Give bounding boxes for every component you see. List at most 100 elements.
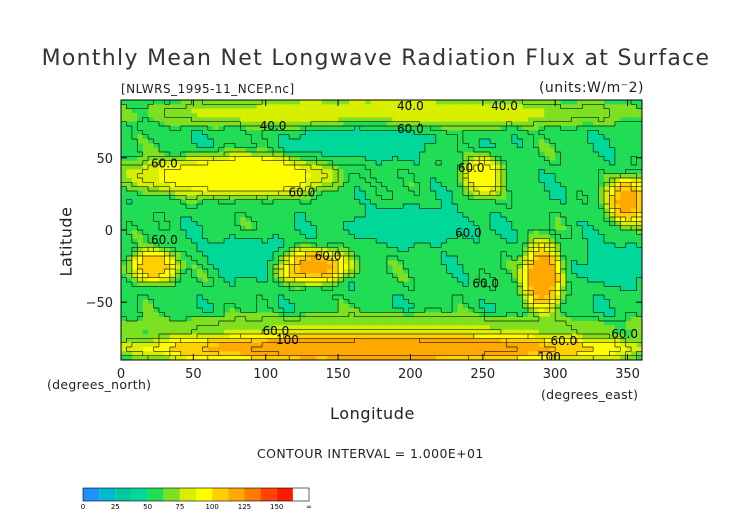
heatmap-cell xyxy=(484,251,491,257)
heatmap-cell xyxy=(457,147,464,153)
heatmap-cell xyxy=(636,277,642,283)
heatmap-cell xyxy=(310,286,317,292)
heatmap-cell xyxy=(376,290,383,296)
heatmap-cell xyxy=(256,156,263,162)
heatmap-cell xyxy=(419,303,426,309)
heatmap-cell xyxy=(495,156,502,162)
heatmap-cell xyxy=(348,169,355,175)
heatmap-cell xyxy=(506,160,513,166)
heatmap-cell xyxy=(278,269,285,274)
heatmap-cell xyxy=(359,312,366,318)
heatmap-cell xyxy=(278,247,285,253)
heatmap-cell xyxy=(316,286,323,292)
heatmap-cell xyxy=(593,178,600,183)
heatmap-cell xyxy=(479,156,486,162)
heatmap-cell xyxy=(262,243,269,248)
heatmap-cell xyxy=(121,212,128,218)
heatmap-cell xyxy=(625,221,632,227)
heatmap-cell xyxy=(343,225,350,231)
heatmap-cell xyxy=(435,212,442,218)
heatmap-cell xyxy=(533,256,540,261)
heatmap-cell xyxy=(462,316,469,322)
heatmap-cell xyxy=(321,295,328,300)
heatmap-cell xyxy=(180,277,187,283)
heatmap-cell xyxy=(392,169,399,175)
heatmap-cell xyxy=(224,286,231,292)
heatmap-cell xyxy=(131,321,138,326)
heatmap-cell xyxy=(533,191,540,196)
heatmap-cell xyxy=(207,225,214,231)
heatmap-cell xyxy=(137,156,144,162)
heatmap-cell xyxy=(555,117,562,123)
heatmap-cell xyxy=(397,230,404,235)
heatmap-cell xyxy=(327,247,334,253)
heatmap-cell xyxy=(419,156,426,162)
heatmap-cell xyxy=(528,165,535,170)
heatmap-cell xyxy=(522,290,529,296)
heatmap-cell xyxy=(256,273,263,279)
heatmap-cell xyxy=(262,195,269,201)
heatmap-cell xyxy=(180,225,187,231)
heatmap-cell xyxy=(218,169,225,175)
heatmap-cell xyxy=(251,217,258,222)
heatmap-cell xyxy=(137,321,144,326)
heatmap-cell xyxy=(137,221,144,227)
heatmap-cell xyxy=(234,230,241,235)
heatmap-cell xyxy=(283,234,290,240)
heatmap-cell xyxy=(121,178,128,183)
heatmap-cell xyxy=(403,308,410,313)
heatmap-cell xyxy=(267,221,274,227)
heatmap-cell xyxy=(376,100,383,105)
heatmap-cell xyxy=(636,134,642,140)
heatmap-cell xyxy=(164,143,171,149)
heatmap-cell xyxy=(376,126,383,131)
heatmap-cell xyxy=(305,312,312,318)
heatmap-cell xyxy=(196,286,204,292)
heatmap-cell xyxy=(397,295,404,300)
heatmap-cell xyxy=(267,121,274,127)
heatmap-cell xyxy=(587,238,594,244)
heatmap-cell xyxy=(245,247,252,253)
heatmap-cell xyxy=(365,121,372,127)
heatmap-cell xyxy=(240,321,247,326)
heatmap-cell xyxy=(272,113,279,118)
heatmap-cell xyxy=(229,113,236,118)
heatmap-cell xyxy=(153,260,160,266)
heatmap-cell xyxy=(435,121,442,127)
heatmap-cell xyxy=(446,217,453,222)
heatmap-cell xyxy=(289,273,296,279)
heatmap-cell xyxy=(582,130,589,136)
heatmap-cell xyxy=(419,182,426,188)
heatmap-cell xyxy=(272,321,279,326)
heatmap-cell xyxy=(251,191,258,196)
heatmap-cell xyxy=(479,321,486,326)
heatmap-cell xyxy=(435,191,442,196)
heatmap-cell xyxy=(196,277,204,283)
heatmap-cell xyxy=(517,221,524,227)
heatmap-cell xyxy=(332,247,339,253)
heatmap-cell xyxy=(522,195,529,201)
heatmap-cell xyxy=(267,312,274,318)
heatmap-cell xyxy=(207,251,214,257)
heatmap-cell xyxy=(419,113,426,118)
heatmap-cell xyxy=(245,165,252,170)
heatmap-cell xyxy=(511,173,518,179)
heatmap-cell xyxy=(300,286,307,292)
heatmap-cell xyxy=(321,303,328,309)
heatmap-cell xyxy=(126,169,133,175)
heatmap-cell xyxy=(500,217,507,222)
heatmap-cell xyxy=(560,152,567,157)
heatmap-cell xyxy=(500,316,507,322)
heatmap-cell xyxy=(191,243,198,248)
heatmap-cell xyxy=(468,143,475,149)
heatmap-cell xyxy=(158,182,166,188)
heatmap-cell xyxy=(153,286,160,292)
heatmap-cell xyxy=(137,251,144,257)
heatmap-cell xyxy=(365,204,372,209)
heatmap-cell xyxy=(186,264,193,270)
heatmap-cell xyxy=(452,247,459,253)
heatmap-cell xyxy=(452,238,459,244)
heatmap-cell xyxy=(300,126,307,131)
heatmap-cell xyxy=(381,299,388,305)
heatmap-cell xyxy=(148,113,155,118)
